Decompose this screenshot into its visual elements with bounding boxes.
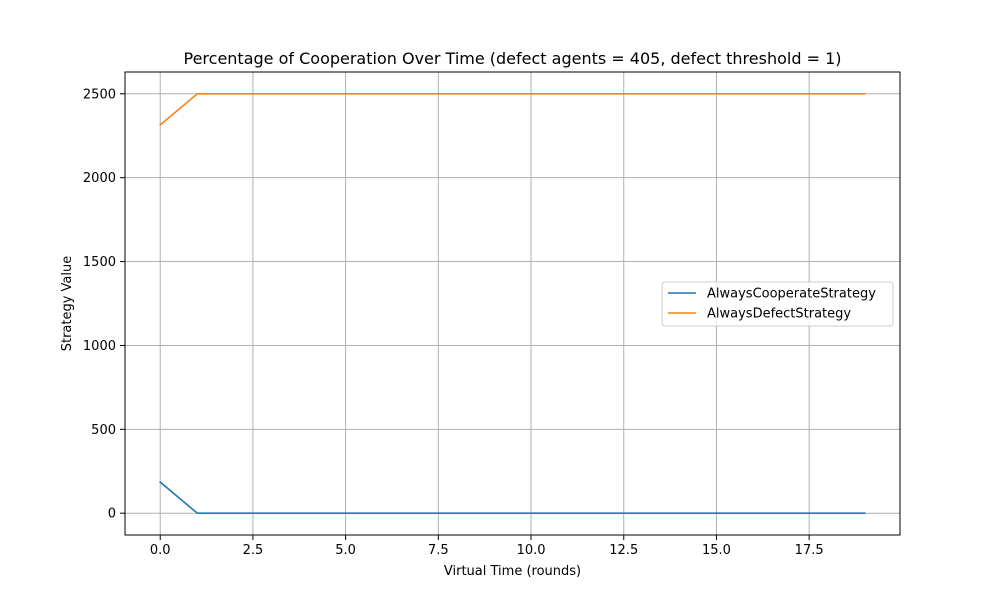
y-tick-label: 1000 (83, 339, 116, 354)
x-tick-label: 10.0 (517, 543, 546, 558)
x-tick-label: 5.0 (335, 543, 356, 558)
x-tick-label: 2.5 (243, 543, 264, 558)
legend-box (661, 281, 894, 327)
x-tick-label: 15.0 (702, 543, 731, 558)
x-axis-label: Virtual Time (rounds) (444, 564, 581, 579)
y-tick-label: 2500 (83, 87, 116, 102)
axes-frame (124, 71, 901, 536)
legend-label-always-defect-strategy: AlwaysDefectStrategy (707, 307, 851, 322)
y-tick-label: 0 (108, 507, 116, 522)
y-tick-label: 500 (91, 423, 116, 438)
series-layer (159, 93, 866, 514)
y-tick-label: 1500 (83, 255, 116, 270)
chart-title: Percentage of Cooperation Over Time (def… (184, 49, 842, 68)
legend: AlwaysCooperateStrategy AlwaysDefectStrat… (661, 281, 894, 327)
x-tick-label: 12.5 (609, 543, 638, 558)
x-tick-label: 0.0 (150, 543, 171, 558)
y-tick-label: 2000 (83, 171, 116, 186)
series-line-always-defect-strategy (159, 93, 866, 126)
tick-layer: 0.0 2.5 5.0 7.5 10.0 12.5 15.0 17.5 0 500 1000 1500… (83, 87, 824, 558)
x-tick-label: 7.5 (428, 543, 449, 558)
legend-label-always-cooperate-strategy: AlwaysCooperateStrategy (707, 287, 876, 302)
y-axis-label: Strategy Value (60, 256, 75, 352)
x-tick-label: 17.5 (795, 543, 824, 558)
series-line-always-cooperate-strategy (159, 481, 866, 514)
